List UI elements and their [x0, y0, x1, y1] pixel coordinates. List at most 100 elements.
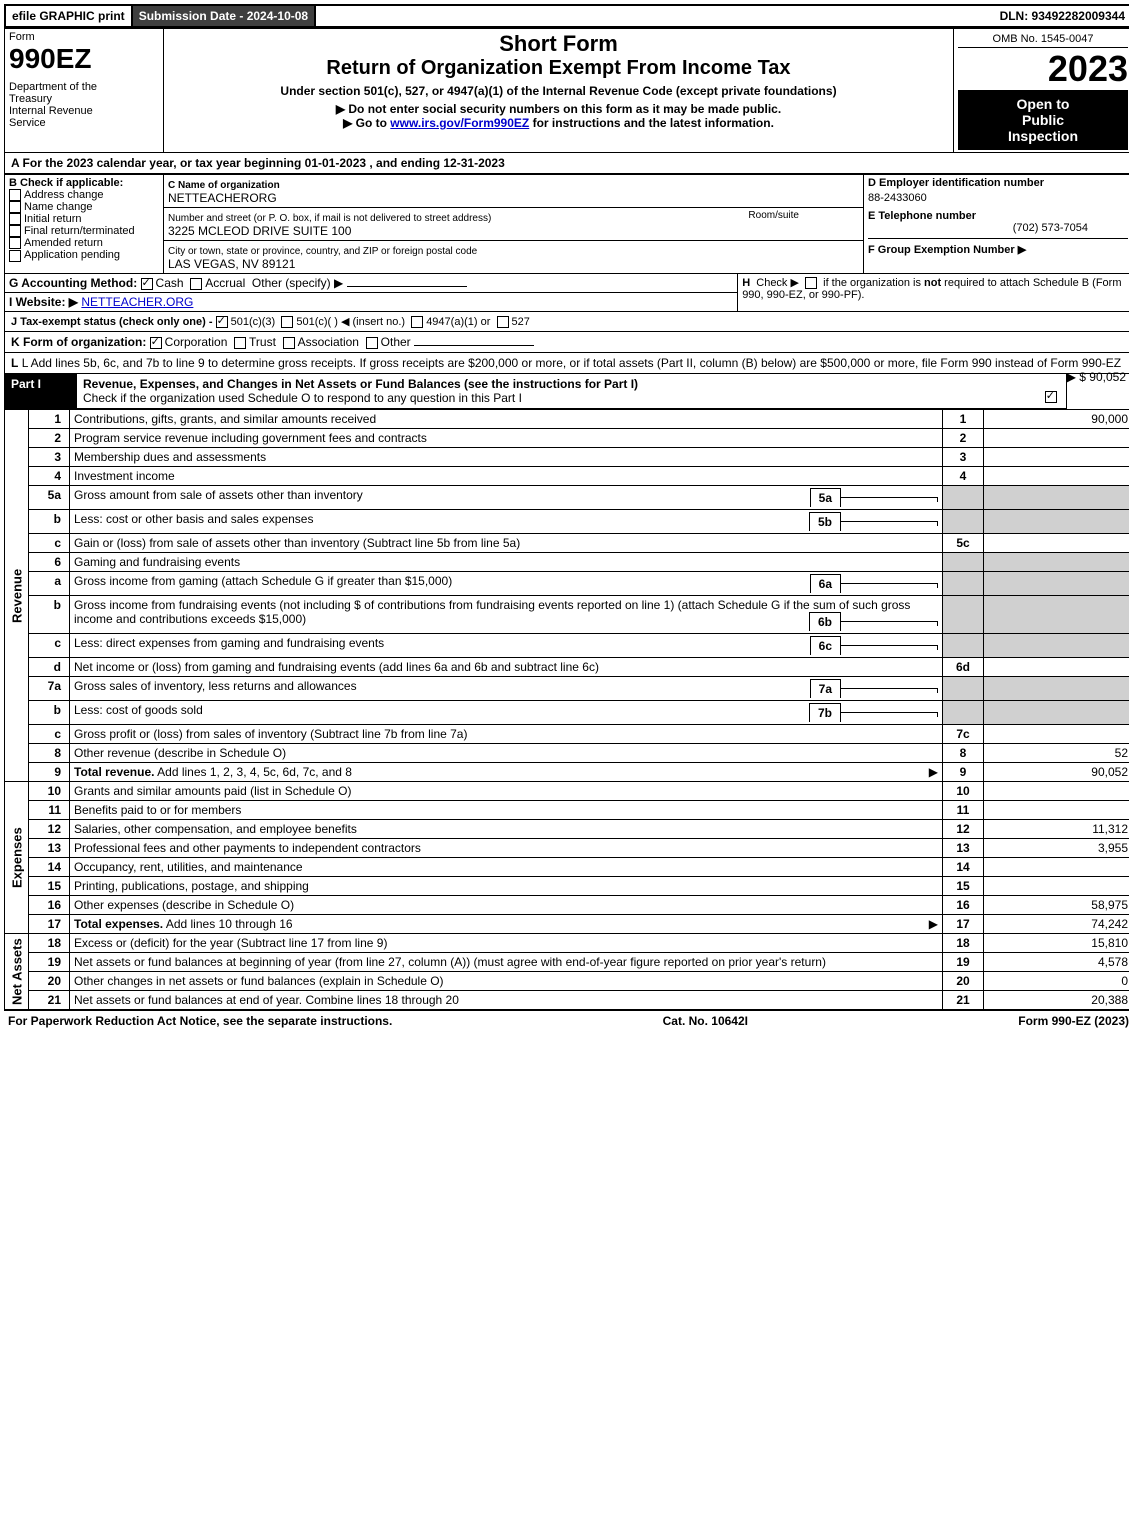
- efile-print-button[interactable]: efile GRAPHIC print: [6, 6, 133, 26]
- l12-r: 12: [943, 820, 984, 839]
- l6a-val: [984, 572, 1129, 596]
- l6c-innerval: [841, 645, 938, 650]
- l7a-val: [984, 677, 1129, 701]
- checkbox-schedule-b[interactable]: [805, 277, 817, 289]
- l15-num: 15: [29, 877, 70, 896]
- checkbox-501c3[interactable]: [216, 316, 228, 328]
- l5a-r: [943, 486, 984, 510]
- l5b-innerval: [841, 521, 938, 526]
- l7b-num: b: [29, 701, 70, 725]
- website-link[interactable]: NETTEACHER.ORG: [81, 295, 193, 309]
- opt-accrual: Accrual: [205, 276, 245, 290]
- section-g: G Accounting Method: Cash Accrual Other …: [5, 274, 738, 293]
- l1-val: 90,000: [984, 410, 1129, 429]
- l13-r: 13: [943, 839, 984, 858]
- checkbox-final-return[interactable]: [9, 225, 21, 237]
- l8-val: 52: [984, 744, 1129, 763]
- opt-trust: Trust: [249, 335, 276, 349]
- c-city-label: City or town, state or province, country…: [168, 246, 477, 257]
- section-c-name: C Name of organization NETTEACHERORG: [164, 175, 864, 208]
- checkbox-trust[interactable]: [234, 337, 246, 349]
- section-def: D Employer identification number 88-2433…: [864, 175, 1129, 274]
- open-inspection-box: Open toPublicInspection: [958, 90, 1128, 150]
- c-room-label: Room/suite: [748, 210, 799, 221]
- l5b-desc: Less: cost or other basis and sales expe…: [74, 512, 313, 526]
- gh-table: G Accounting Method: Cash Accrual Other …: [4, 274, 1129, 312]
- l5c-num: c: [29, 534, 70, 553]
- checkbox-cash[interactable]: [141, 278, 153, 290]
- l6c-val: [984, 634, 1129, 658]
- department-label: Department of theTreasuryInternal Revenu…: [9, 81, 159, 129]
- l6d-val: [984, 658, 1129, 677]
- l12-val: 11,312: [984, 820, 1129, 839]
- section-b: B Check if applicable: Address change Na…: [5, 175, 164, 274]
- checkbox-application-pending[interactable]: [9, 250, 21, 262]
- checkbox-schedule-o[interactable]: [1045, 391, 1057, 403]
- form-id-cell: Form 990EZ Department of theTreasuryInte…: [5, 29, 164, 153]
- l17-r: 17: [943, 915, 984, 934]
- l20-r: 20: [943, 972, 984, 991]
- l6-val: [984, 553, 1129, 572]
- bcdef-table: B Check if applicable: Address change Na…: [4, 174, 1129, 274]
- checkbox-name-change[interactable]: [9, 201, 21, 213]
- top-bar: efile GRAPHIC print Submission Date - 20…: [4, 4, 1129, 28]
- l8-desc: Other revenue (describe in Schedule O): [70, 744, 943, 763]
- l18-val: 15,810: [984, 934, 1129, 953]
- section-b-label: B Check if applicable:: [9, 177, 123, 189]
- l6b-inner: 6b: [809, 612, 841, 631]
- l5b-inner: 5b: [809, 512, 841, 531]
- l5a-desc-wrap: Gross amount from sale of assets other t…: [70, 486, 943, 510]
- l5b-num: b: [29, 510, 70, 534]
- checkbox-amended-return[interactable]: [9, 237, 21, 249]
- l12-num: 12: [29, 820, 70, 839]
- i-label: I Website: ▶: [9, 295, 78, 309]
- checkbox-501c[interactable]: [281, 316, 293, 328]
- org-name: NETTEACHERORG: [168, 191, 277, 205]
- l19-r: 19: [943, 953, 984, 972]
- l3-desc: Membership dues and assessments: [70, 448, 943, 467]
- l5a-inner: 5a: [810, 488, 841, 507]
- checkbox-initial-return[interactable]: [9, 213, 21, 225]
- checkbox-4947[interactable]: [411, 316, 423, 328]
- l3-val: [984, 448, 1129, 467]
- submission-date-label: Submission Date - 2024-10-08: [133, 6, 316, 26]
- other-org-line[interactable]: [414, 345, 534, 346]
- l6b-desc: Gross income from fundraising events (no…: [74, 598, 910, 626]
- checkbox-accrual[interactable]: [190, 278, 202, 290]
- l15-val: [984, 877, 1129, 896]
- lines-table: Revenue 1 Contributions, gifts, grants, …: [4, 409, 1129, 1010]
- l7c-r: 7c: [943, 725, 984, 744]
- title-cell: Short Form Return of Organization Exempt…: [164, 29, 954, 153]
- checkbox-address-change[interactable]: [9, 189, 21, 201]
- l6b-num: b: [29, 596, 70, 634]
- opt-application-pending: Application pending: [24, 249, 120, 261]
- checkbox-association[interactable]: [283, 337, 295, 349]
- l9-val: 90,052: [984, 763, 1129, 782]
- l14-num: 14: [29, 858, 70, 877]
- checkbox-other-org[interactable]: [366, 337, 378, 349]
- checkbox-corporation[interactable]: [150, 337, 162, 349]
- section-a: A For the 2023 calendar year, or tax yea…: [4, 153, 1129, 174]
- revenue-vert-label: Revenue: [5, 410, 29, 782]
- footer-left: For Paperwork Reduction Act Notice, see …: [8, 1014, 392, 1028]
- opt-other-org: Other: [381, 335, 411, 349]
- k-label: K Form of organization:: [11, 335, 146, 349]
- irs-link[interactable]: www.irs.gov/Form990EZ: [390, 116, 529, 130]
- part1-header: Part I Revenue, Expenses, and Changes in…: [4, 374, 1067, 409]
- opt-amended-return: Amended return: [24, 237, 103, 249]
- l16-r: 16: [943, 896, 984, 915]
- l5c-val: [984, 534, 1129, 553]
- e-label: E Telephone number: [868, 210, 976, 222]
- l10-val: [984, 782, 1129, 801]
- l1-r: 1: [943, 410, 984, 429]
- l7c-desc: Gross profit or (loss) from sales of inv…: [70, 725, 943, 744]
- checkbox-527[interactable]: [497, 316, 509, 328]
- l7b-innerval: [841, 712, 938, 717]
- l6b-r: [943, 596, 984, 634]
- expenses-vert-label: Expenses: [5, 782, 29, 934]
- opt-501c: 501(c)( ) ◀ (insert no.): [296, 316, 405, 328]
- l15-r: 15: [943, 877, 984, 896]
- l6a-r: [943, 572, 984, 596]
- other-specify-line[interactable]: [347, 286, 467, 287]
- l6a-desc: Gross income from gaming (attach Schedul…: [74, 574, 452, 588]
